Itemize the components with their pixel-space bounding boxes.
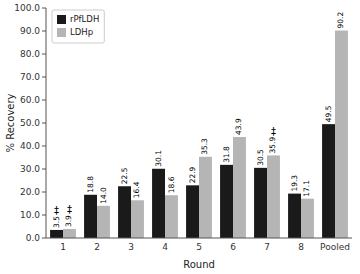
bar bbox=[63, 229, 76, 238]
x-tick-label: 3 bbox=[128, 242, 134, 252]
y-tick-label: 0.0 bbox=[26, 233, 41, 243]
x-tick-label: 7 bbox=[264, 242, 270, 252]
x-tick-label: 5 bbox=[196, 242, 202, 252]
y-tick bbox=[42, 123, 46, 124]
bar bbox=[335, 31, 348, 238]
data-label: 49.5 bbox=[324, 105, 333, 122]
chart: 0.0 10.0 20.0 30.0 40.0 50.0 60.0 70.0 80.0 90.0 1… bbox=[0, 0, 360, 274]
data-label: 14.0 bbox=[99, 187, 108, 204]
data-label: 35.9 bbox=[269, 137, 278, 154]
data-label: 22.9 bbox=[188, 166, 197, 183]
bar bbox=[301, 199, 314, 238]
y-tick-label: 100.0 bbox=[14, 3, 40, 13]
y-tick-label: 90.0 bbox=[20, 26, 40, 36]
data-label: 43.9 bbox=[235, 118, 244, 135]
data-label: 17.1 bbox=[303, 180, 312, 197]
legend-box bbox=[52, 10, 104, 43]
x-tick-label: 4 bbox=[162, 242, 168, 252]
x-axis-label: Round bbox=[183, 259, 215, 270]
x-tick-label: Pooled bbox=[320, 242, 350, 252]
y-axis bbox=[46, 8, 47, 238]
y-tick bbox=[42, 100, 46, 101]
data-label: 18.6 bbox=[167, 176, 176, 193]
data-label: 18.8 bbox=[86, 176, 95, 193]
data-label: 31.8 bbox=[222, 146, 231, 163]
x-tick-label: 1 bbox=[60, 242, 66, 252]
bar bbox=[220, 165, 233, 238]
data-label: 90.2 bbox=[337, 12, 346, 29]
y-tick bbox=[42, 238, 46, 239]
data-label: 16.4 bbox=[133, 181, 142, 198]
y-tick bbox=[42, 146, 46, 147]
legend-swatch bbox=[57, 15, 66, 24]
bar bbox=[131, 200, 144, 238]
annotation: ‡ bbox=[54, 205, 59, 216]
legend-label: LDHp bbox=[70, 27, 93, 37]
x-tick-label: 6 bbox=[230, 242, 236, 252]
x-tick-label: 8 bbox=[298, 242, 304, 252]
bar bbox=[199, 157, 212, 238]
bar bbox=[97, 206, 110, 238]
y-tick bbox=[42, 77, 46, 78]
y-tick-label: 30.0 bbox=[20, 164, 40, 174]
x-tick-label: 2 bbox=[94, 242, 100, 252]
bar bbox=[152, 169, 165, 238]
bar bbox=[186, 185, 199, 238]
data-label: 30.5 bbox=[256, 149, 265, 166]
bar bbox=[165, 195, 178, 238]
legend-label: rPfLDH bbox=[70, 14, 99, 24]
legend-swatch bbox=[57, 28, 66, 37]
annotation: ‡ bbox=[271, 126, 276, 137]
bar bbox=[322, 124, 335, 238]
legend: rPfLDH LDHp bbox=[52, 10, 104, 43]
bar bbox=[84, 195, 97, 238]
bar bbox=[50, 230, 63, 238]
y-tick bbox=[42, 8, 46, 9]
y-tick bbox=[42, 169, 46, 170]
data-label: 35.3 bbox=[201, 138, 210, 155]
y-tick bbox=[42, 31, 46, 32]
y-tick bbox=[42, 192, 46, 193]
y-tick-label: 40.0 bbox=[20, 141, 40, 151]
bar bbox=[118, 186, 131, 238]
y-tick-label: 60.0 bbox=[20, 95, 40, 105]
y-tick-label: 70.0 bbox=[20, 72, 40, 82]
bar bbox=[288, 194, 301, 238]
y-tick bbox=[42, 54, 46, 55]
bar bbox=[267, 155, 280, 238]
data-label: 3.5 bbox=[52, 216, 61, 228]
y-tick-label: 20.0 bbox=[20, 187, 40, 197]
bar bbox=[254, 168, 267, 238]
y-axis-label: % Recovery bbox=[5, 93, 16, 152]
bar bbox=[233, 137, 246, 238]
data-label: 22.5 bbox=[120, 167, 129, 184]
data-label: 19.3 bbox=[290, 175, 299, 192]
x-axis bbox=[46, 238, 352, 239]
y-tick-label: 10.0 bbox=[20, 210, 40, 220]
data-label: 30.1 bbox=[154, 150, 163, 167]
data-label: 3.9 bbox=[65, 215, 74, 227]
y-tick bbox=[42, 215, 46, 216]
bars bbox=[50, 31, 348, 238]
y-tick-label: 50.0 bbox=[20, 118, 40, 128]
y-tick-label: 80.0 bbox=[20, 49, 40, 59]
annotation: ‡ bbox=[67, 204, 72, 215]
